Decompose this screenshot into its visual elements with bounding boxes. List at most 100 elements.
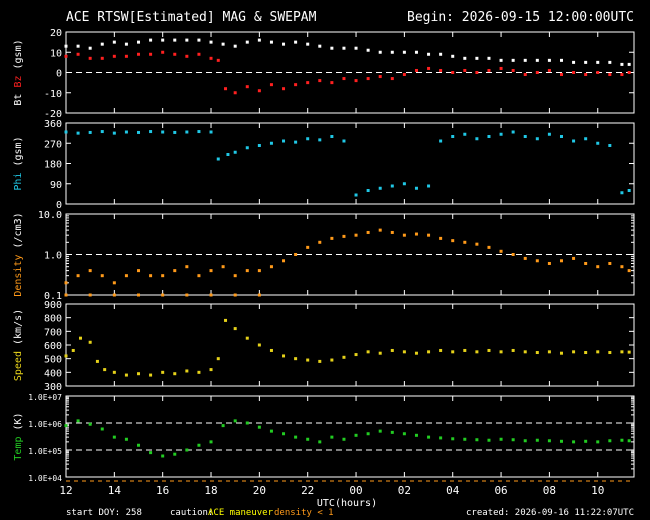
data-point [100,56,104,60]
data-point [149,451,153,455]
data-point [124,130,128,134]
y-axis-label-part: Phi [13,173,24,191]
data-point [390,50,394,54]
data-point [245,85,249,89]
data-point [88,340,92,344]
data-point [197,130,201,134]
panel-temp: 1.0E+07 1.0E+06 1.0E+05 1.0E+04 Temp (K) [13,393,635,483]
data-point [173,269,177,273]
caution-label: caution: [170,508,213,518]
data-point [487,68,491,72]
page-title: ACE RTSW[Estimated] MAG & SWEPAM [66,10,317,25]
data-point [439,52,443,56]
y-axis-label-part: (K) [13,412,24,436]
data-point [149,52,153,56]
data-point [535,137,539,141]
data-point [149,130,153,134]
data-point [318,240,322,244]
data-point [269,265,273,269]
data-point [511,130,515,134]
y-tick-label: 0.1 [44,291,62,302]
data-point [427,350,431,354]
data-point [427,184,431,188]
data-point [463,348,467,352]
data-point [257,269,261,273]
data-point [173,130,177,134]
data-point [584,439,588,443]
data-point [535,259,539,263]
y-tick-label: 400 [44,368,62,379]
data-point [233,293,237,297]
data-point [535,438,539,442]
data-point [463,437,467,441]
data-point [475,56,479,60]
data-point [282,87,286,91]
data-point [463,56,467,60]
data-point [282,259,286,263]
panel-density: 10.0 1.0 0.1 Density (/cm3) [13,210,635,302]
y-tick-label: 0 [56,69,62,80]
data-point [511,253,515,256]
panel-mag-b: 20 10 0 -10 -20 Bt Bz (gsm) [13,28,635,120]
x-tick-label: 08 [543,484,556,497]
data-point [185,54,189,58]
data-point [559,135,563,138]
data-point [427,435,431,439]
data-point [245,336,249,340]
data-point [584,351,588,355]
y-tick-label: 180 [44,160,62,171]
data-point [257,89,261,93]
data-point [76,131,80,135]
data-point [620,265,624,269]
data-point [233,327,237,331]
maneuver-label: ACE maneuver [208,508,274,518]
x-tick-label: 14 [108,484,122,497]
y-axis-label-part: Bt [13,94,24,106]
start-doy: start DOY: 258 [66,508,142,518]
data-point [209,56,213,60]
data-point [318,79,322,83]
data-point [137,443,141,447]
data-point [124,373,128,377]
data-point [451,239,455,243]
data-point [137,40,141,44]
data-point [608,144,612,147]
data-point [161,50,165,54]
data-point [257,38,261,42]
data-point [64,354,68,358]
data-point [173,38,177,42]
data-point [572,350,576,354]
data-point [354,193,358,197]
data-point [627,71,631,74]
data-point [559,439,563,443]
data-point [282,139,286,143]
y-axis-label-part: Density [13,255,24,297]
data-point [64,293,68,297]
data-point [209,269,213,273]
data-point [547,261,551,265]
data-point [535,58,539,62]
created-time: created: 2026-09-16 11:22:07UTC [466,508,634,518]
data-point [499,58,503,62]
data-point [112,281,116,285]
data-point [342,437,346,441]
data-point [197,274,201,278]
data-point [402,350,406,354]
data-point [608,261,612,265]
data-point [366,48,370,52]
data-point [112,370,116,374]
data-point [572,139,576,143]
data-point [64,424,68,428]
data-point [390,77,394,81]
data-point [451,437,455,441]
data-point [572,60,576,64]
data-point [294,40,298,44]
data-point [100,274,104,278]
data-point [330,135,334,138]
data-point [596,265,600,269]
data-point [475,242,479,246]
series-density [64,228,631,285]
y-tick-label: 1.0E+04 [28,474,62,483]
data-point [88,46,92,50]
